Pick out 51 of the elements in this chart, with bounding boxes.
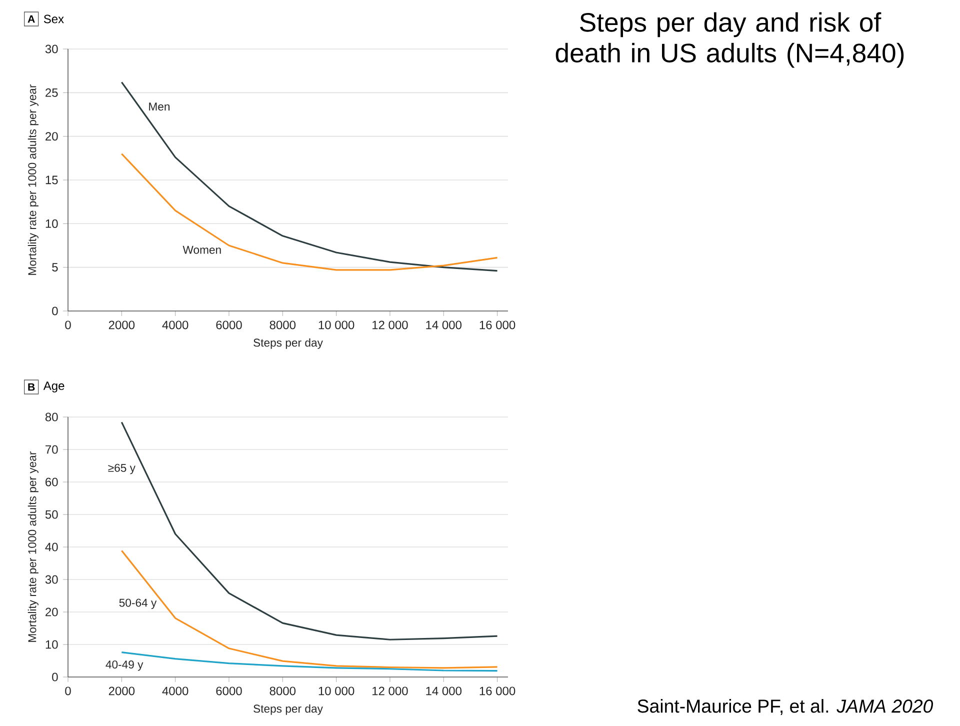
y-tick-label: 10	[46, 640, 58, 649]
x-tick-label: 8000	[270, 686, 296, 696]
y-tick-label: 20	[46, 608, 58, 616]
y-tick-label: 60	[46, 478, 58, 486]
series-label: Women	[182, 246, 221, 254]
y-axis-title: Mortality rate per 1000 adults per year	[28, 84, 38, 275]
x-tick-label: 0	[65, 320, 71, 330]
y-tick-label: 30	[45, 44, 58, 54]
y-tick-label: 40	[45, 542, 58, 552]
text: Saint-Maurice PF, et al. JAMA 2020	[638, 699, 934, 715]
x-tick-label: 12 000	[372, 320, 408, 330]
y-tick-label: 25	[46, 88, 58, 97]
x-tick-label: 12 000	[372, 686, 408, 696]
chart-title: Age	[43, 382, 64, 392]
y-axis-title: Mortality rate per 1000 adults per year	[28, 451, 38, 642]
x-tick-label: 14 000	[426, 686, 462, 696]
y-tick-label: 10	[46, 219, 58, 228]
x-tick-label: 4000	[162, 320, 188, 330]
y-tick-label: 0	[52, 306, 58, 316]
x-axis-title: Steps per day	[254, 704, 323, 715]
x-tick-label: 2000	[108, 320, 135, 330]
x-tick-label: 6000	[216, 320, 242, 330]
y-tick-label: 70	[46, 445, 58, 454]
y-tick-label: 50	[45, 510, 58, 519]
x-tick-label: 4000	[162, 686, 188, 696]
y-tick-label: 5	[52, 263, 58, 272]
x-tick-label: 16 000	[480, 686, 516, 696]
chart-title: Sex	[44, 14, 64, 24]
x-tick-label: 10 000	[318, 686, 354, 696]
x-tick-label: 14 000	[426, 320, 462, 330]
series-label: 50-64 y	[119, 598, 157, 609]
x-tick-label: 0	[65, 686, 71, 696]
x-tick-label: 6000	[216, 686, 242, 696]
y-tick-label: 80	[45, 412, 58, 422]
y-tick-label: 15	[46, 176, 58, 184]
text: B	[28, 383, 35, 391]
x-axis-title: Steps per day	[254, 338, 323, 349]
y-tick-label: 30	[45, 575, 58, 584]
x-tick-label: 16 000	[480, 320, 516, 330]
line-series	[120, 152, 498, 271]
line-series	[120, 81, 498, 272]
series-label: Men	[149, 102, 170, 111]
y-tick-label: 0	[52, 672, 58, 682]
x-tick-label: 8000	[270, 320, 296, 330]
text: Steps per day and risk of death in US adults (N=4,840)	[556, 12, 904, 68]
y-tick-label: 20	[46, 132, 58, 141]
text: A	[28, 15, 35, 23]
series-label: 40-49 y	[106, 660, 144, 671]
series-label: ≥65 y	[108, 464, 136, 474]
x-tick-label: 10 000	[318, 320, 354, 330]
x-tick-label: 2000	[108, 686, 135, 696]
